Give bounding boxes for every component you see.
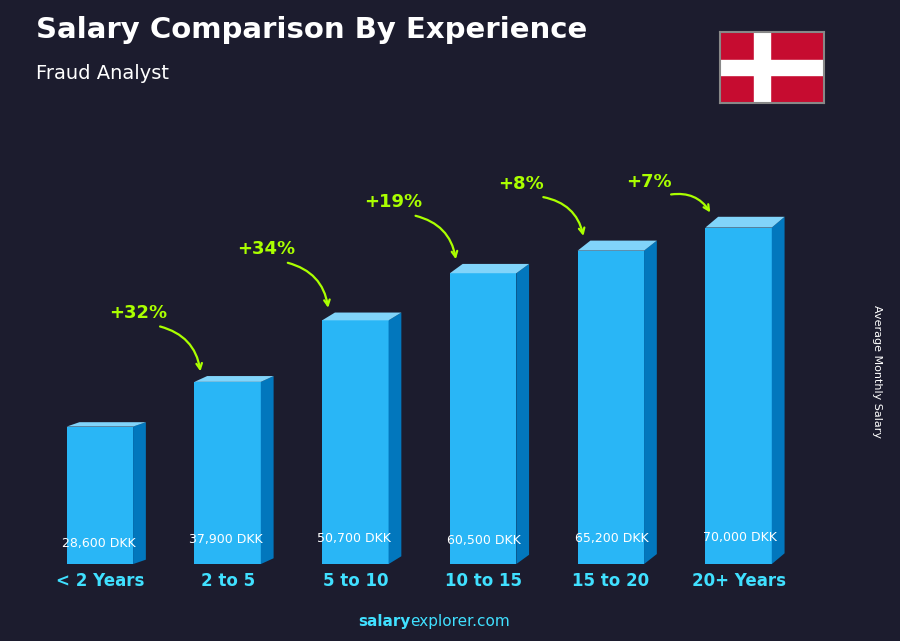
Polygon shape [194, 376, 274, 382]
Text: +8%: +8% [499, 175, 544, 193]
Bar [706, 228, 772, 564]
Text: 28,600 DKK: 28,600 DKK [61, 537, 135, 551]
Bar [753, 32, 770, 103]
Text: 65,200 DKK: 65,200 DKK [575, 532, 649, 545]
Text: Fraud Analyst: Fraud Analyst [36, 64, 169, 83]
Text: +19%: +19% [364, 194, 423, 212]
Bar [194, 382, 261, 564]
Polygon shape [578, 240, 657, 251]
Polygon shape [517, 264, 529, 564]
Bar [322, 320, 389, 564]
Text: 60,500 DKK: 60,500 DKK [447, 533, 521, 547]
Polygon shape [67, 422, 146, 427]
Polygon shape [322, 313, 401, 320]
Polygon shape [772, 217, 785, 564]
Bar [450, 273, 517, 564]
Text: +7%: +7% [626, 173, 672, 191]
Polygon shape [450, 264, 529, 273]
Text: 50,700 DKK: 50,700 DKK [317, 531, 391, 545]
Polygon shape [261, 376, 274, 564]
Polygon shape [389, 313, 401, 564]
Polygon shape [644, 240, 657, 564]
Text: +32%: +32% [109, 304, 167, 322]
Text: +34%: +34% [237, 240, 295, 258]
Text: salary: salary [358, 615, 410, 629]
Text: Average Monthly Salary: Average Monthly Salary [872, 305, 883, 438]
Polygon shape [133, 422, 146, 564]
Text: Salary Comparison By Experience: Salary Comparison By Experience [36, 16, 587, 44]
Polygon shape [706, 217, 785, 228]
Bar [578, 251, 644, 564]
Text: 37,900 DKK: 37,900 DKK [189, 533, 263, 546]
Text: explorer.com: explorer.com [410, 615, 510, 629]
Text: 70,000 DKK: 70,000 DKK [703, 531, 777, 544]
Bar [720, 60, 824, 75]
Bar [67, 427, 133, 564]
